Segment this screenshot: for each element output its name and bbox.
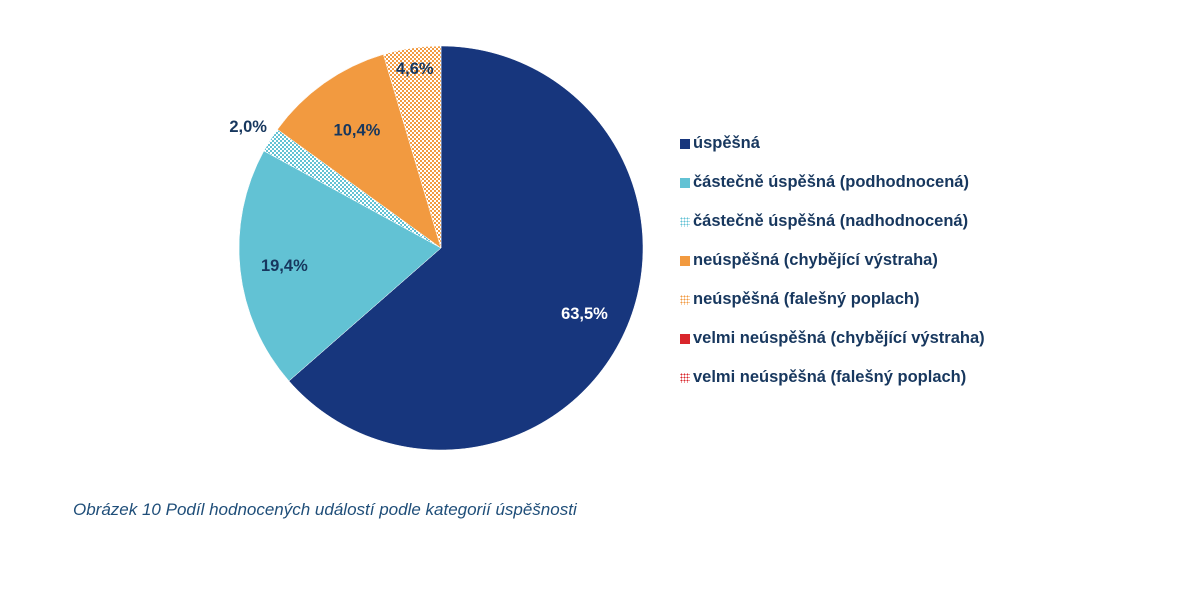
pie-slice-uspesna — [288, 45, 644, 451]
legend-item-neuspesna-falesny-poplach: neúspěšná (falešný poplach) — [680, 280, 985, 319]
legend-item-velmi-neuspesna-chybejici-vystraha: velmi neúspěšná (chybějící výstraha) — [680, 319, 985, 358]
legend-label: úspěšná — [693, 134, 760, 152]
legend-swatch — [680, 333, 690, 344]
legend-swatch — [680, 216, 690, 227]
figure-caption: Obrázek 10 Podíl hodnocených událostí po… — [73, 500, 577, 519]
data-label-uspesna: 63,5% — [561, 305, 608, 323]
legend-swatch — [680, 138, 690, 149]
legend-item-castecne-uspesna-podhodnocena: částečně úspěšná (podhodnocená) — [680, 163, 985, 202]
legend-swatch — [680, 255, 690, 266]
legend-swatch — [680, 372, 690, 383]
legend-label: velmi neúspěšná (chybějící výstraha) — [693, 329, 985, 347]
legend-swatch — [680, 294, 690, 305]
legend: úspěšná částečně úspěšná (podhodnocená) čá… — [680, 124, 985, 397]
legend-label: částečně úspěšná (podhodnocená) — [693, 173, 969, 191]
data-label-neuspesna-falesny-poplach: 4,6% — [396, 60, 434, 78]
legend-label: neúspěšná (chybějící výstraha) — [693, 251, 938, 269]
legend-label: velmi neúspěšná (falešný poplach) — [693, 368, 967, 386]
data-label-castecne-uspesna-podhodnocena: 19,4% — [261, 257, 308, 275]
data-label-castecne-uspesna-nadhodnocena: 2,0% — [229, 118, 267, 136]
legend-item-neuspesna-chybejici-vystraha: neúspěšná (chybějící výstraha) — [680, 241, 985, 280]
legend-label: částečně úspěšná (nadhodnocená) — [693, 212, 969, 230]
data-label-neuspesna-chybejici-vystraha: 10,4% — [334, 121, 381, 139]
legend-label: neúspěšná (falešný poplach) — [693, 290, 920, 308]
pie-slice-neuspesna-chybejici-vystraha — [277, 54, 442, 249]
legend-item-uspesna: úspěšná — [680, 124, 985, 163]
pie-slice-neuspesna-falesny-poplach — [383, 45, 442, 249]
pie-slice-castecne-uspesna-podhodnocena — [238, 150, 442, 382]
legend-item-castecne-uspesna-nadhodnocena: částečně úspěšná (nadhodnocená) — [680, 202, 985, 241]
legend-swatch — [680, 177, 690, 188]
legend-item-velmi-neuspesna-falesny-poplach: velmi neúspěšná (falešný poplach) — [680, 358, 985, 397]
